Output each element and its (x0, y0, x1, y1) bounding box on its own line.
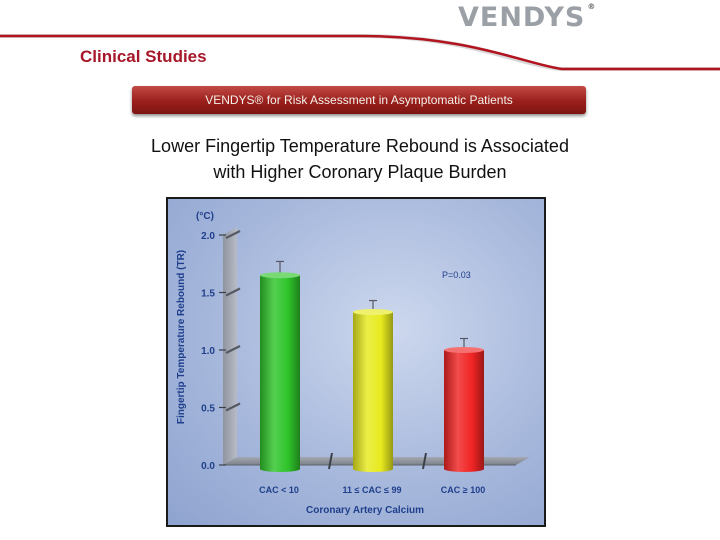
section-title: Clinical Studies (80, 47, 207, 66)
bar (353, 312, 393, 472)
slide-title-line-1: Lower Fingertip Temperature Rebound is A… (151, 136, 569, 156)
bar-top (444, 347, 484, 353)
y-gridline-notch (225, 230, 241, 239)
bar (444, 350, 484, 472)
x-category-divider (328, 452, 333, 470)
study-banner: VENDYS® for Risk Assessment in Asymptoma… (132, 86, 586, 114)
y-unit-label: (°C) (196, 211, 214, 222)
bar-top (353, 309, 393, 316)
bar-chart-svg: (°C) Fingertip Temperature Rebound (TR) … (176, 211, 530, 516)
y-gridline-notch (225, 345, 241, 354)
bar (260, 275, 300, 472)
logo-registered-mark: ® (587, 2, 597, 11)
y-axis-label: Fingertip Temperature Rebound (TR) (176, 250, 187, 424)
bar-group: CAC < 10 (259, 260, 300, 495)
x-category-divider (422, 452, 427, 470)
vendys-logo: VENDYS ® (458, 2, 596, 33)
y-tick-label: 2.0 (201, 231, 215, 242)
bar-top (260, 272, 300, 279)
y-tick-label: 1.5 (201, 289, 215, 300)
bar-group: CAC ≥ 100 (441, 337, 485, 495)
x-tick-label: CAC ≥ 100 (441, 485, 485, 495)
p-value-annotation: P=0.03 (442, 270, 471, 280)
slide-title-line-2: with Higher Coronary Plaque Burden (213, 162, 507, 182)
y-tick-label: 0.0 (201, 461, 215, 472)
y-tick-label: 0.5 (201, 404, 215, 415)
y-tick-label: 1.0 (201, 346, 215, 357)
y-axis-wall (223, 227, 237, 465)
bar-chart: (°C) Fingertip Temperature Rebound (TR) … (166, 197, 546, 527)
x-tick-label: CAC < 10 (259, 485, 299, 495)
slide-title: Lower Fingertip Temperature Rebound is A… (80, 133, 640, 185)
header-swoosh (0, 34, 720, 71)
slide-header: VENDYS ® Clinical Studies (0, 0, 720, 80)
x-axis-label: Coronary Artery Calcium (306, 505, 424, 516)
y-gridline-notch (225, 287, 241, 297)
y-gridline-notch (225, 402, 241, 412)
bar-group: 11 ≤ CAC ≤ 99 (343, 299, 402, 495)
x-tick-label: 11 ≤ CAC ≤ 99 (343, 485, 402, 495)
logo-text: VENDYS (458, 2, 586, 33)
